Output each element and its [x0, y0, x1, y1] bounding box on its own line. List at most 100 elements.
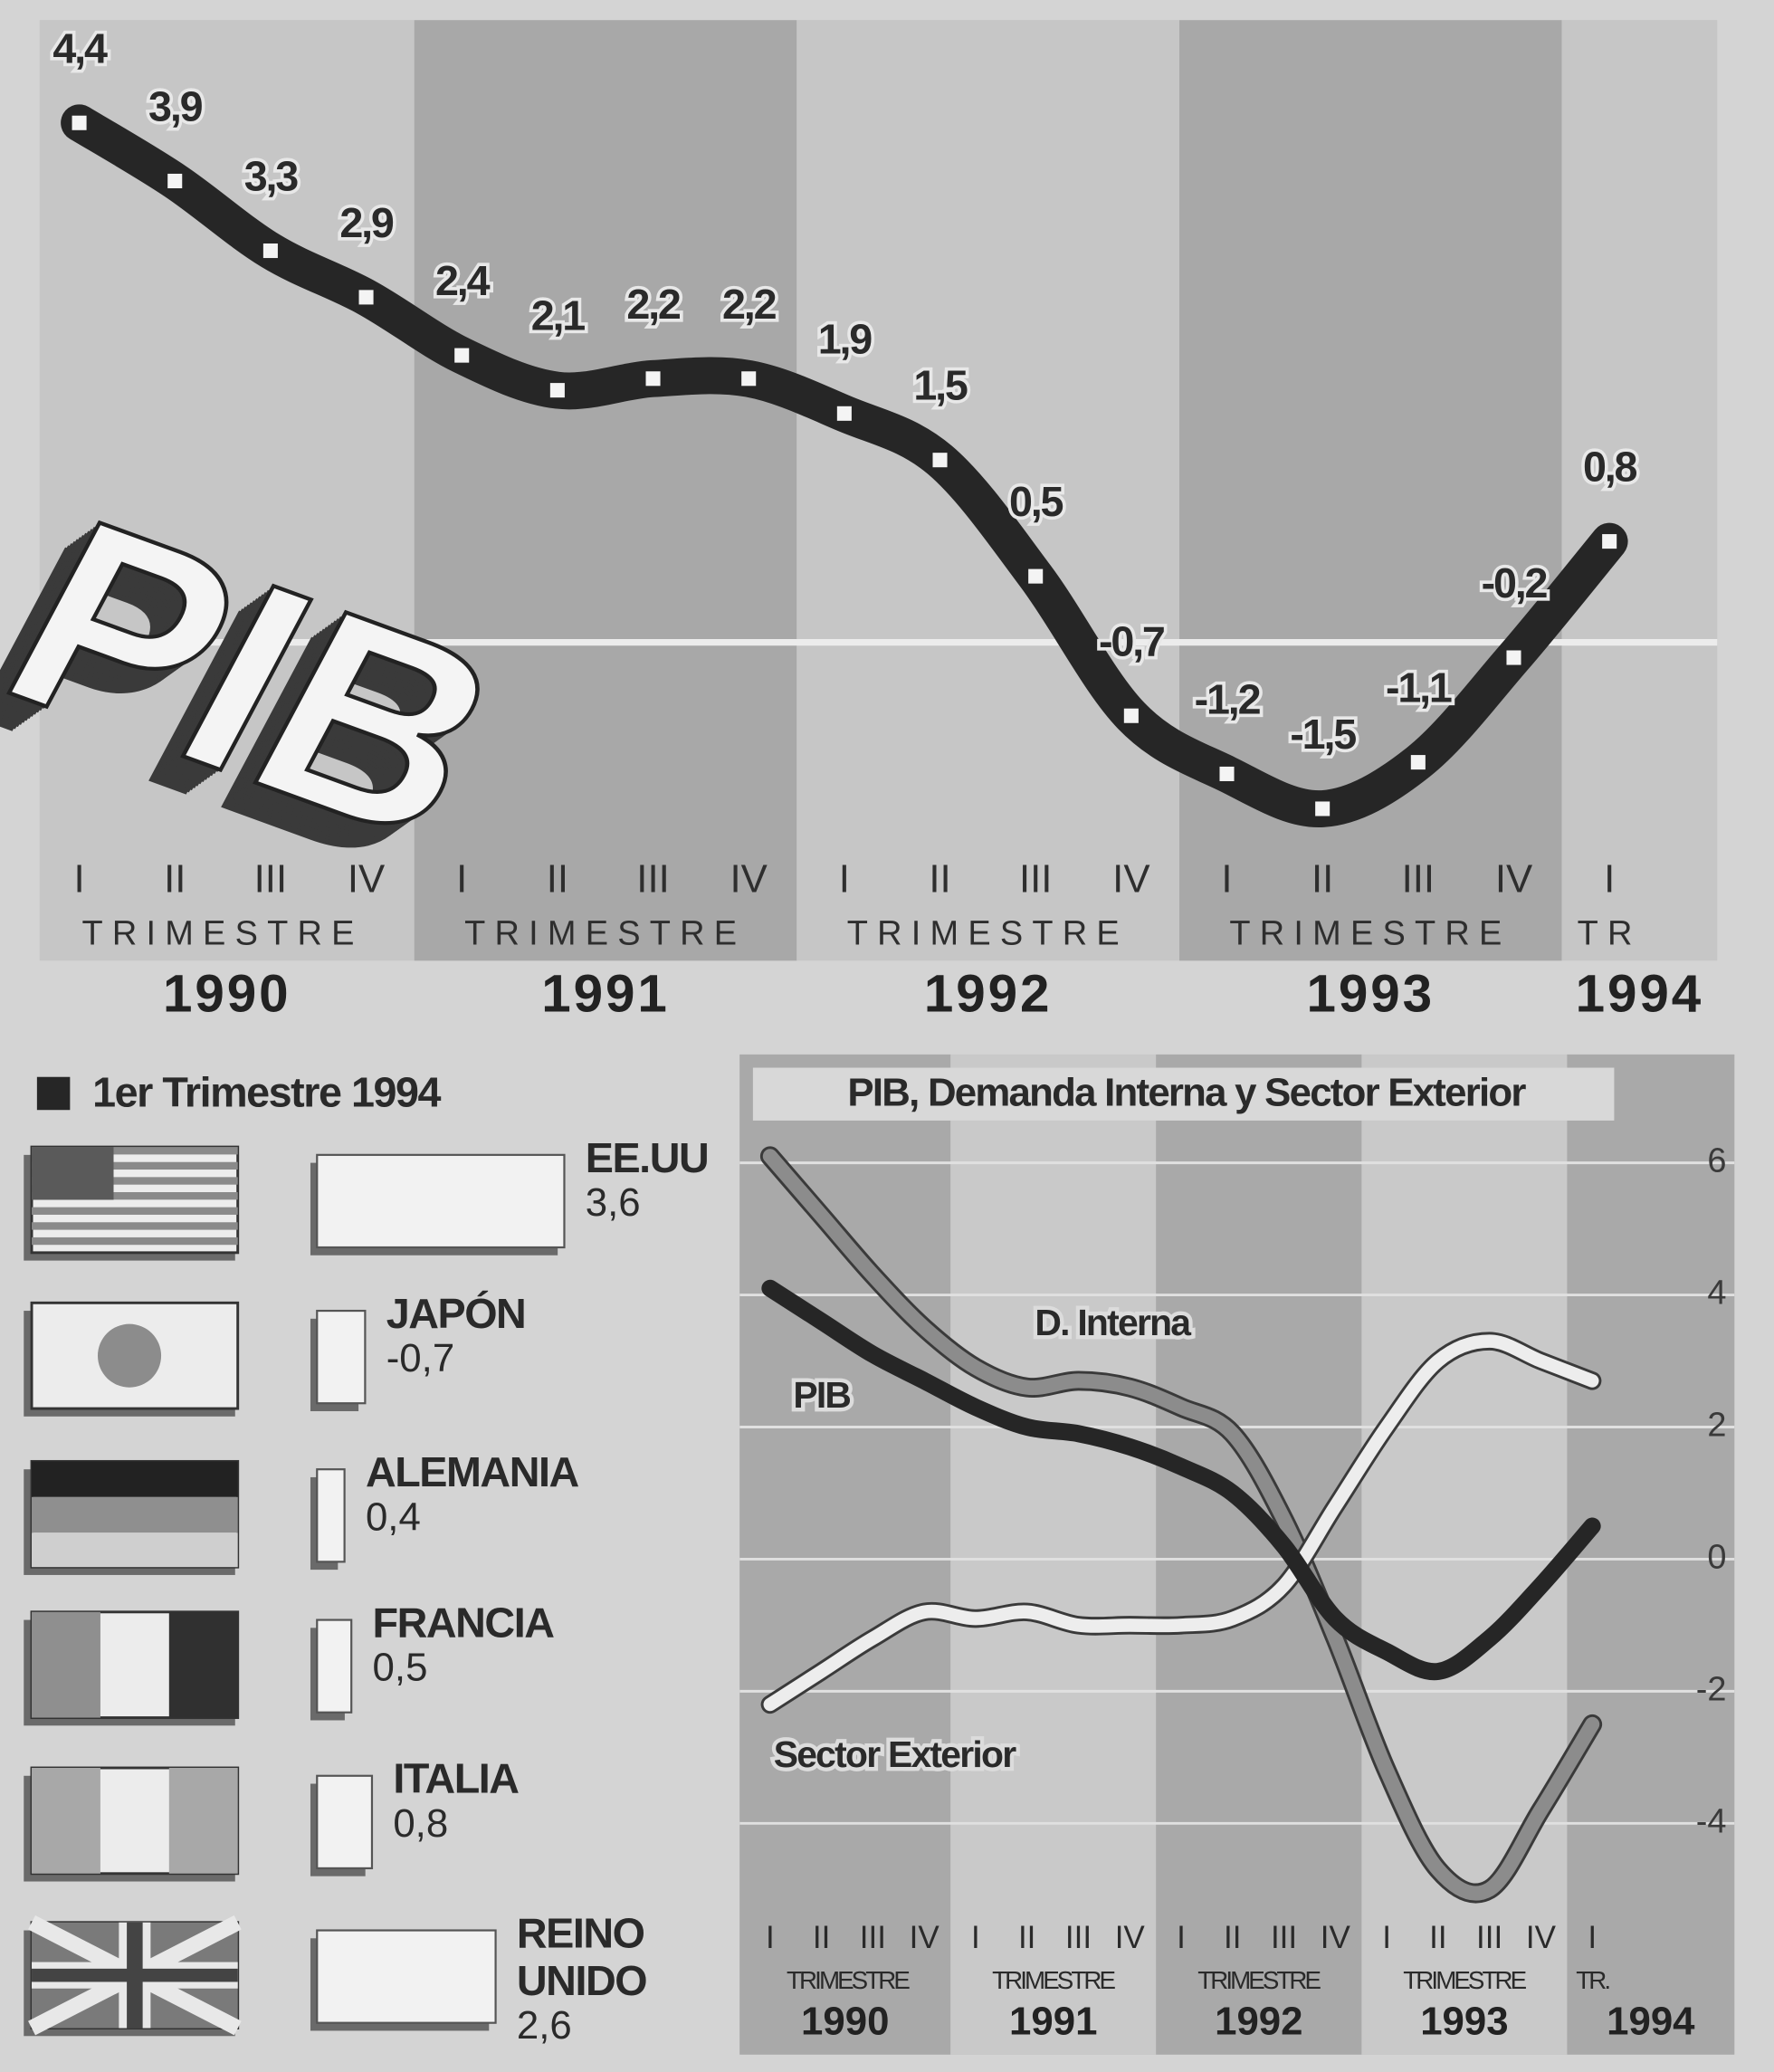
- quarter-label: II: [1429, 1920, 1446, 1955]
- value-label: 2,1: [531, 292, 586, 339]
- flag: [24, 1303, 237, 1417]
- bar: [317, 1931, 495, 2023]
- value-label: 2,2: [626, 281, 681, 328]
- quarter-label: III: [1271, 1920, 1297, 1955]
- quarter-label: I: [1604, 856, 1615, 901]
- period-label: TRIMESTRE: [787, 1966, 910, 1994]
- value-label: 2,2: [722, 281, 777, 328]
- quarter-label: II: [547, 856, 568, 901]
- year-label: 1994: [1576, 965, 1704, 1024]
- flag: [24, 1612, 237, 1726]
- quarter-label: II: [164, 856, 186, 901]
- y-tick-label: 0: [1707, 1538, 1726, 1576]
- point-marker: [932, 453, 947, 467]
- y-tick-label: -2: [1696, 1670, 1727, 1708]
- quarter-label: IV: [1526, 1920, 1557, 1955]
- year-label: 1993: [1307, 965, 1435, 1024]
- point-marker: [1028, 569, 1043, 584]
- point-marker: [1602, 534, 1617, 549]
- quarter-label: I: [971, 1920, 980, 1955]
- country-name: JAPÓN: [386, 1290, 730, 1338]
- quarter-label: IV: [348, 856, 385, 901]
- infographic: PIBPIBPIBPIBPIBPIBPIBPIBPIBPIBPIBPIBPIB4…: [0, 0, 1774, 2072]
- country-value: 2,6: [517, 2004, 730, 2049]
- year-band: [1361, 1055, 1567, 2055]
- value-label: 0,5: [1009, 478, 1063, 525]
- quarter-label: I: [1382, 1920, 1391, 1955]
- year-label: 1990: [801, 2000, 889, 2044]
- quarter-label: IV: [730, 856, 768, 901]
- flag-part: [32, 1222, 238, 1229]
- year-label: 1991: [1009, 2000, 1097, 2044]
- value-label: 3,3: [244, 153, 299, 200]
- quarter-label: IV: [1495, 856, 1532, 901]
- value-label: 0,8: [1583, 444, 1637, 491]
- bar: [317, 1469, 344, 1561]
- point-marker: [1124, 709, 1139, 723]
- value-label: 2,9: [339, 199, 394, 246]
- bar: [317, 1620, 351, 1713]
- quarter-label: II: [1311, 856, 1333, 901]
- point-marker: [837, 406, 852, 421]
- flag-part: [169, 1612, 238, 1718]
- period-label: TRIMESTRE: [1197, 1966, 1321, 1994]
- country-value: -0,7: [386, 1337, 730, 1382]
- year-band: [950, 1055, 1156, 2055]
- country-label: ITALIA0,8: [393, 1754, 729, 1913]
- value-label: -1,5: [1290, 711, 1356, 758]
- year-label: 1994: [1607, 2000, 1695, 2044]
- point-marker: [1315, 801, 1330, 816]
- value-label: -0,7: [1099, 617, 1164, 664]
- period-label: TRIMESTRE: [464, 915, 746, 953]
- period-label: TRIMESTRE: [1229, 915, 1511, 953]
- country-label-box: JAPÓN-0,7: [386, 1290, 730, 1382]
- country-name: REINO UNIDO: [517, 1909, 730, 2004]
- value-label: 3,9: [148, 82, 203, 129]
- period-label: TRIMESTRE: [1403, 1966, 1526, 1994]
- year-band: [1562, 20, 1718, 960]
- point-marker: [263, 243, 278, 258]
- quarter-label: II: [929, 856, 950, 901]
- value-label: 2,4: [435, 257, 491, 304]
- value-label: 1,5: [913, 362, 968, 409]
- country-value: 3,6: [586, 1181, 730, 1227]
- flag-part: [127, 1923, 143, 2029]
- y-tick-label: 6: [1707, 1142, 1726, 1180]
- flag: [24, 1768, 237, 1882]
- country-label: EE.UU3,6: [586, 1133, 730, 1292]
- flag-part: [32, 1497, 238, 1533]
- value-label: -1,1: [1386, 664, 1452, 711]
- quarter-label: III: [1476, 1920, 1502, 1955]
- quarter-label: III: [636, 856, 669, 901]
- bar: [317, 1776, 372, 1868]
- value-label: -0,2: [1482, 559, 1548, 606]
- country-name: FRANCIA: [373, 1599, 730, 1647]
- flag-part: [32, 1612, 100, 1718]
- flag: [24, 1461, 237, 1575]
- country-label-box: REINO UNIDO2,6: [517, 1909, 730, 2049]
- point-marker: [72, 116, 87, 130]
- country-name: ITALIA: [393, 1754, 729, 1802]
- country-name: ALEMANIA: [366, 1448, 730, 1496]
- quarter-label: III: [1065, 1920, 1092, 1955]
- y-tick-label: 4: [1707, 1275, 1726, 1313]
- quarter-label: IV: [1112, 856, 1149, 901]
- country-value: 0,4: [366, 1495, 730, 1541]
- flag-part: [98, 1324, 161, 1388]
- flag-part: [32, 1533, 238, 1567]
- flag-part: [32, 1768, 100, 1874]
- period-label: TR.: [1576, 1966, 1609, 1994]
- year-band: [1156, 1055, 1361, 2055]
- quarter-label: I: [73, 856, 84, 901]
- country-value: 0,8: [393, 1802, 729, 1848]
- country-label: JAPÓN-0,7: [386, 1290, 730, 1448]
- year-band: [1179, 20, 1562, 960]
- point-marker: [550, 383, 565, 397]
- page: {"chart_data": [ {"type": "line", "logo"…: [0, 0, 1774, 2072]
- flag: [24, 1147, 237, 1261]
- year-label: 1990: [163, 965, 291, 1024]
